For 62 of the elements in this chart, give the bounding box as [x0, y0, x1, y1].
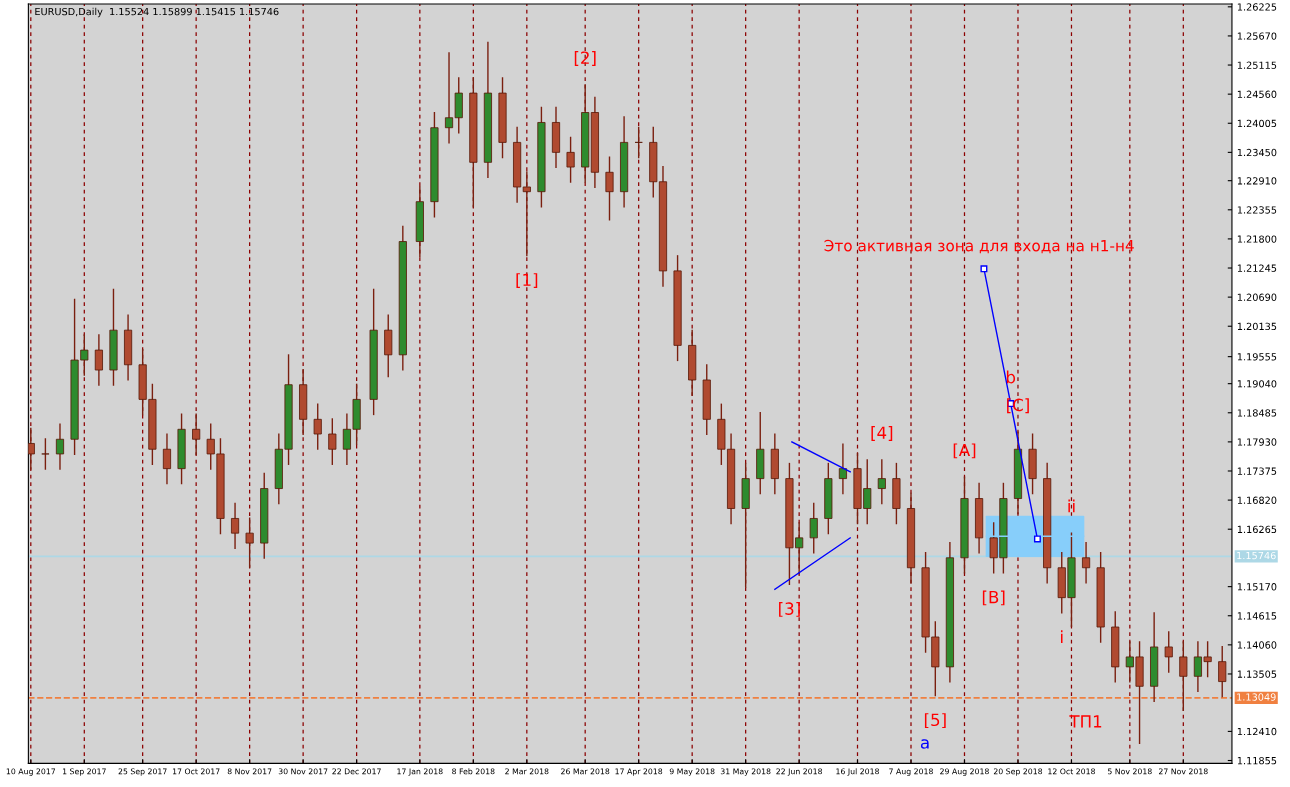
y-tick-label: 1.21800 — [1237, 235, 1277, 243]
y-tick-label: 1.14615 — [1237, 612, 1277, 620]
annotation: ii — [1068, 499, 1075, 513]
annotation: Это активная зона для входа на н1-н4 — [824, 239, 1134, 254]
annotation: [2] — [574, 51, 596, 66]
annotation: [4] — [871, 426, 893, 441]
candlestick — [605, 155, 614, 222]
candlestick — [230, 502, 240, 550]
y-tick-label: 1.19555 — [1237, 353, 1277, 361]
candlestick — [245, 516, 254, 569]
candlestick — [1082, 541, 1091, 585]
annotation: [3] — [779, 602, 800, 617]
candlestick — [55, 422, 65, 471]
annotation: [5] — [924, 713, 946, 729]
ref-line-label: 1.15746 — [1237, 551, 1276, 560]
annotation: [B] — [982, 590, 1005, 606]
y-tick-label: 1.22910 — [1237, 177, 1277, 185]
y-tick-label: 1.12410 — [1237, 727, 1277, 736]
y-tick-label: 1.14060 — [1237, 641, 1277, 649]
annotation: b — [1006, 370, 1016, 384]
y-tick-label: 1.25115 — [1237, 61, 1277, 69]
annotation: [1] — [516, 273, 538, 289]
candlestick — [192, 412, 201, 456]
candlestick — [877, 458, 886, 505]
y-tick-label: 1.19040 — [1237, 380, 1277, 388]
y-tick-label: 1.17930 — [1237, 438, 1277, 446]
y-tick-label: 1.20135 — [1237, 322, 1277, 331]
candlestick — [522, 170, 531, 257]
candlestick — [328, 417, 337, 466]
y-tick-label: 1.21245 — [1237, 264, 1277, 272]
y-tick-label: 1.18485 — [1237, 409, 1277, 417]
y-tick-label: 1.13505 — [1237, 670, 1277, 678]
y-tick-label: 1.17375 — [1237, 467, 1277, 475]
annotation: ТП1 — [1069, 715, 1102, 728]
candlestick — [809, 502, 818, 555]
y-tick-label: 1.24005 — [1237, 119, 1277, 128]
y-tick-label: 1.24560 — [1237, 90, 1277, 98]
y-tick-label: 1.15170 — [1237, 583, 1277, 591]
candlestick — [313, 402, 322, 451]
annotation: i — [1061, 630, 1063, 643]
candlestick — [566, 135, 575, 184]
candlestick — [28, 427, 35, 471]
y-tick-label: 1.16820 — [1237, 496, 1277, 504]
y-tick-label: 1.22355 — [1237, 206, 1277, 214]
annotation: [A] — [953, 443, 976, 459]
y-tick-label: 1.11855 — [1237, 756, 1277, 765]
y-tick-label: 1.26225 — [1237, 3, 1277, 11]
point — [1033, 535, 1041, 543]
y-tick-label: 1.16265 — [1237, 525, 1277, 534]
candlestick — [41, 437, 50, 471]
y-tick-label: 1.20690 — [1237, 293, 1277, 301]
candlestick — [162, 432, 172, 486]
point — [980, 265, 988, 273]
y-tick-label: 1.25670 — [1237, 32, 1277, 40]
candlestick — [94, 333, 103, 387]
candlestick — [1164, 630, 1173, 674]
candlestick — [1179, 640, 1188, 712]
annotation: a — [920, 739, 929, 749]
ref-line-label: 1.13049 — [1237, 693, 1276, 701]
y-tick-label: 1.23450 — [1237, 148, 1277, 157]
chart-title: EURUSD,Daily 1.15524 1.15899 1.15415 1.15746 — [35, 7, 279, 18]
candlestick — [838, 442, 847, 496]
